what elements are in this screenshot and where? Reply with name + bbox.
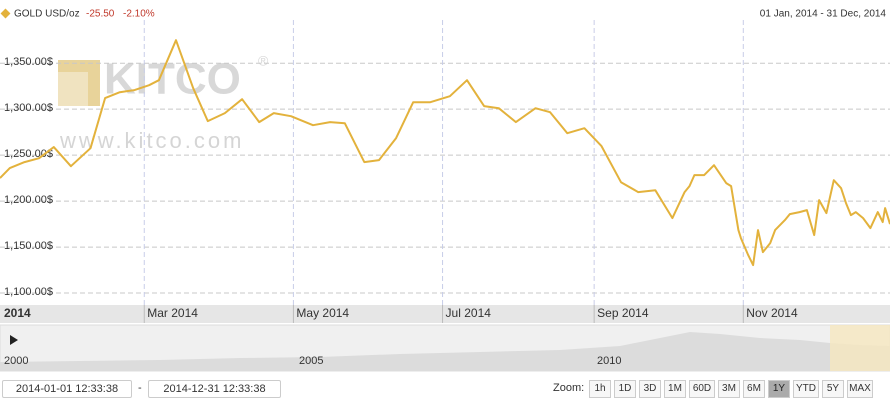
y-tick-label: 1,100.00$: [4, 286, 53, 298]
zoom-button[interactable]: 60D: [689, 380, 715, 398]
y-tick-label: 1,300.00$: [4, 102, 53, 114]
y-tick-label: 1,200.00$: [4, 194, 53, 206]
legend: GOLD USD/oz -25.50 -2.10%: [0, 8, 155, 20]
x-tick-label: Mar 2014: [147, 306, 198, 320]
zoom-button[interactable]: YTD: [793, 380, 819, 398]
range-selector: 2014-01-01 12:33:38 - 2014-12-31 12:33:3…: [0, 378, 890, 400]
logo-shape: [58, 60, 100, 106]
navigator-selection[interactable]: [830, 325, 890, 371]
price-line: [0, 39, 890, 267]
x-tick-label: 2014: [4, 306, 31, 320]
y-tick-label: 1,350.00$: [4, 56, 53, 68]
x-axis-band: [0, 305, 890, 323]
zoom-button[interactable]: 3D: [639, 380, 661, 398]
grid: [0, 20, 890, 305]
zoom-button[interactable]: 1D: [614, 380, 636, 398]
navigator-year: 2000: [4, 355, 28, 367]
zoom-button[interactable]: 1h: [589, 380, 611, 398]
x-tick-label: Nov 2014: [746, 306, 798, 320]
watermark-mark: ®: [258, 53, 269, 69]
legend-label: GOLD USD/oz: [14, 9, 80, 20]
chart: KITCO ® www.kitco.com 01 Jan, 2014 - 31 …: [0, 8, 890, 372]
watermark-brand: KITCO: [104, 55, 241, 104]
zoom-button[interactable]: 6M: [743, 380, 765, 398]
change: -25.50: [86, 9, 115, 20]
from-input[interactable]: 2014-01-01 12:33:38: [2, 380, 132, 398]
x-tick-label: May 2014: [296, 306, 349, 320]
x-tick-label: Jul 2014: [446, 306, 492, 320]
navigator-area: [0, 332, 890, 371]
zoom-label: Zoom:: [553, 382, 585, 394]
watermark-url: www.kitco.com: [59, 128, 244, 153]
x-tick-label: Sep 2014: [597, 306, 649, 320]
legend-marker: [0, 8, 11, 19]
zoom-button[interactable]: MAX: [847, 380, 873, 398]
zoom-button[interactable]: 5Y: [822, 380, 844, 398]
to-input[interactable]: 2014-12-31 12:33:38: [148, 380, 281, 398]
navigator-year: 2005: [299, 355, 323, 367]
separator: -: [138, 382, 142, 394]
date-range: 01 Jan, 2014 - 31 Dec, 2014: [760, 9, 887, 20]
change-pct: -2.10%: [123, 9, 155, 20]
zoom-button[interactable]: 3M: [718, 380, 740, 398]
zoom-button[interactable]: 1Y: [768, 380, 790, 398]
zoom-button[interactable]: 1M: [664, 380, 686, 398]
navigator-year: 2010: [597, 355, 621, 367]
y-tick-label: 1,150.00$: [4, 240, 53, 252]
play-icon[interactable]: [10, 335, 18, 345]
